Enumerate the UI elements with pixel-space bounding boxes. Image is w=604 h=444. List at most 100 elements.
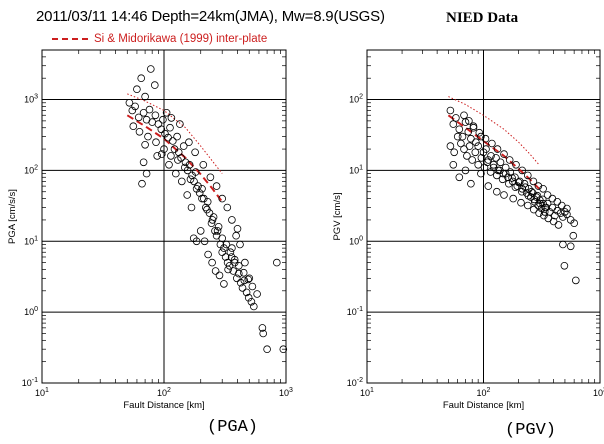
pga-y-axis-title: PGA [cm/s/s] — [7, 189, 18, 244]
pgv-data-point — [489, 163, 498, 172]
pga-data-point — [211, 267, 220, 275]
pga-data-point — [153, 152, 162, 160]
pga-data-point — [145, 105, 154, 114]
pgv-data-point — [541, 203, 549, 212]
pgv-data-point — [512, 161, 520, 169]
pgv-data-point — [515, 177, 524, 186]
pga-data-point — [134, 113, 143, 122]
pga-y-tick-label: 100 — [24, 306, 38, 317]
pga-data-point — [151, 111, 160, 120]
pgv-data-point — [559, 213, 567, 221]
pgv-data-point — [477, 169, 485, 178]
pga-data-point — [141, 92, 149, 101]
pga-data-point — [176, 120, 184, 128]
pgv-data-point — [560, 261, 569, 270]
pga-data-point — [222, 240, 231, 249]
pgv-data-point — [539, 185, 547, 193]
pgv-data-point — [511, 173, 519, 182]
pga-y-tick-label: 103 — [24, 94, 38, 105]
pgv-chart: 101 102 103 10-2 10-1 100 101 102 Fault Distance… — [332, 49, 604, 411]
pgv-data-point — [533, 191, 542, 200]
pga-data-point — [198, 194, 206, 203]
pga-x-tick-label: 101 — [35, 387, 49, 398]
pgv-data-point — [557, 201, 566, 210]
pga-data-point — [166, 123, 174, 132]
pga-data-point — [218, 194, 227, 203]
pga-data-point — [183, 166, 192, 175]
pgv-data-point — [529, 177, 538, 186]
pgv-data-point — [469, 123, 478, 132]
pga-data-point — [199, 161, 208, 169]
pga-data-point — [144, 132, 152, 141]
pgv-data-point — [449, 120, 458, 128]
pgv-data-point — [469, 122, 478, 130]
pga-data-point — [218, 234, 227, 243]
pgv-y-tick-label: 10-1 — [347, 306, 363, 317]
pgv-data-point — [482, 145, 490, 153]
pgv-data-point — [517, 198, 525, 207]
pga-data-point — [235, 261, 243, 270]
pgv-x-tick-label: 103 — [593, 387, 604, 398]
pgv-data-point — [571, 276, 580, 285]
pga-data-point — [221, 253, 230, 261]
pga-data-point — [196, 227, 205, 235]
pgv-data-point — [477, 132, 485, 141]
pgv-data-point — [453, 132, 462, 141]
pgv-data-point — [450, 148, 459, 157]
pga-data-point — [218, 248, 227, 257]
pgv-data-point — [452, 114, 460, 122]
pgv-data-point — [493, 145, 502, 153]
pga-data-point — [259, 329, 268, 338]
pgv-data-point — [543, 199, 552, 208]
pga-data-point — [232, 231, 240, 240]
pga-data-point — [226, 248, 235, 257]
pga-data-point — [235, 269, 243, 278]
pga-data-point — [233, 225, 242, 233]
pga-data-point — [208, 216, 217, 224]
pgv-data-point — [474, 161, 483, 169]
pga-data-point — [160, 145, 168, 153]
pga-data-point — [206, 173, 215, 182]
pgv-data-point — [458, 132, 467, 141]
pgv-data-point — [467, 134, 475, 143]
source-label: NIED Data — [446, 10, 519, 26]
pga-data-point — [169, 137, 177, 145]
legend-dashed-line-icon — [52, 37, 88, 40]
pga-data-point — [142, 169, 151, 178]
pgv-data-point — [535, 209, 543, 217]
pgv-y-axis-title: PGV [cm/s] — [332, 192, 343, 240]
pgv-data-point — [523, 171, 532, 180]
pga-data-point — [241, 258, 249, 267]
legend-label: Si & Midorikawa (1999) inter-plate — [94, 33, 268, 45]
pgv-data-point — [521, 183, 529, 192]
pgv-data-point — [492, 154, 500, 162]
pga-data-point — [230, 255, 239, 264]
pga-data-point — [174, 156, 182, 164]
pgv-data-point — [455, 125, 464, 134]
pgv-data-point — [559, 240, 567, 249]
pgv-data-point — [540, 208, 549, 216]
pgv-data-point — [492, 187, 501, 196]
pga-data-point — [159, 115, 167, 124]
pga-data-point — [129, 122, 138, 130]
pgv-data-point — [477, 154, 486, 162]
pga-data-point — [128, 106, 137, 115]
pga-data-point — [263, 345, 271, 354]
event-header: 2011/03/11 14:46 Depth=24km(JMA), Mw=8.9… — [36, 8, 385, 25]
pgv-data-point — [556, 209, 565, 217]
pgv-data-point — [543, 191, 552, 199]
pgv-data-point — [480, 163, 489, 172]
pgv-data-point — [553, 198, 562, 206]
pga-data-point — [253, 290, 261, 298]
pga-data-point — [213, 227, 222, 235]
pga-data-point — [244, 293, 253, 302]
pgv-data-point — [487, 152, 495, 160]
pga-data-point — [198, 185, 206, 193]
pga-data-point — [167, 152, 175, 160]
pgv-data-point — [518, 166, 526, 175]
pga-data-point — [203, 198, 212, 206]
pga-data-point — [141, 141, 149, 149]
pgv-data-point — [501, 163, 510, 172]
pgv-data-point — [446, 106, 455, 115]
